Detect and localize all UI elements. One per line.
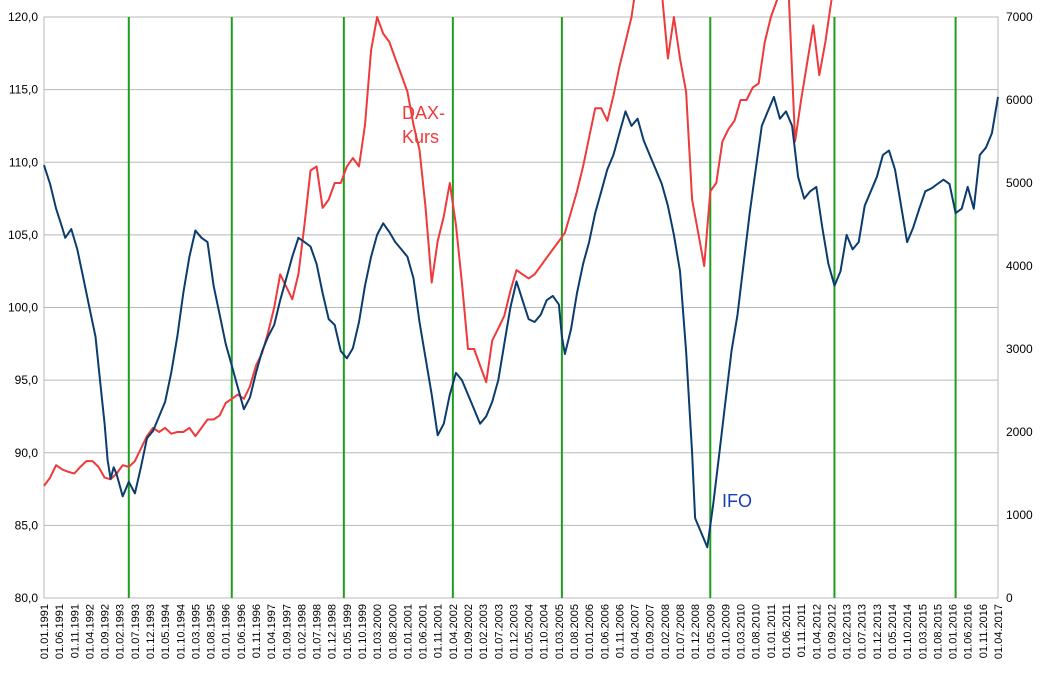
right-y-tick-label: 3000	[1006, 342, 1033, 356]
x-tick-label: 01.04.2002	[448, 604, 460, 659]
x-tick-label: 01.04.2017	[993, 604, 1005, 659]
ifo-series-line	[43, 95, 999, 549]
x-tick-label: 01.05.2014	[887, 604, 899, 659]
x-tick-label: 01.08.2005	[569, 604, 581, 659]
x-tick-label: 01.10.1999	[357, 604, 369, 659]
x-tick-label: 01.06.2011	[781, 604, 793, 658]
x-tick-label: 01.08.2015	[932, 604, 944, 659]
right-y-tick-label: 0	[1006, 591, 1013, 605]
x-tick-label: 01.06.2006	[599, 604, 611, 659]
ifo-label: IFO	[722, 491, 752, 511]
dax-series-line	[43, 0, 833, 487]
x-tick-label: 01.11.2001	[433, 604, 445, 658]
x-tick-label: 01.05.1994	[160, 604, 172, 659]
left-y-axis: 80,0 85,0 90,0 95,0 100,0 105,0 110,0 115,0 120,…	[8, 10, 38, 605]
left-y-tick-label: 100,0	[8, 301, 38, 315]
x-tick-label: 01.08.1995	[206, 604, 218, 659]
left-y-tick-label: 90,0	[15, 446, 39, 460]
x-tick-label: 01.03.1995	[190, 604, 202, 659]
right-y-tick-label: 5000	[1006, 176, 1033, 190]
x-tick-label: 01.11.1996	[251, 604, 263, 658]
x-tick-label: 01.09.2007	[645, 604, 657, 659]
x-tick-label: 01.06.1991	[54, 604, 66, 659]
x-tick-label: 01.10.2004	[539, 604, 551, 659]
x-tick-label: 01.07.2008	[675, 604, 687, 659]
x-tick-label: 01.12.2013	[872, 604, 884, 659]
x-tick-label: 01.12.2003	[508, 604, 520, 659]
x-tick-label: 01.01.2001	[402, 604, 414, 659]
x-tick-label: 01.10.2009	[720, 604, 732, 659]
x-tick-label: 01.04.1992	[84, 604, 96, 659]
x-axis: 01.01.1991 01.06.1991 01.11.1991 01.04.1992…	[39, 604, 1005, 659]
x-tick-label: 01.06.1996	[236, 604, 248, 659]
x-tick-label: 01.05.2009	[705, 604, 717, 659]
right-y-tick-label: 6000	[1006, 93, 1033, 107]
x-tick-label: 01.02.2013	[842, 604, 854, 659]
plot-frame	[43, 16, 999, 599]
x-tick-label: 01.02.1993	[115, 604, 127, 659]
right-y-tick-label: 2000	[1006, 425, 1033, 439]
right-y-tick-label: 7000	[1006, 10, 1033, 24]
x-tick-label: 01.11.2011	[796, 604, 808, 657]
x-tick-label: 01.05.1999	[342, 604, 354, 659]
right-y-axis: 0 1000 2000 3000 4000 5000 6000 7000	[1006, 10, 1033, 605]
annotations: DAX- Kurs IFO	[402, 103, 752, 511]
x-tick-label: 01.01.2011	[766, 604, 778, 658]
x-tick-label: 01.08.2010	[751, 604, 763, 659]
x-tick-label: 01.03.2005	[554, 604, 566, 659]
x-tick-label: 01.05.2004	[524, 604, 536, 659]
x-tick-label: 01.02.2003	[478, 604, 490, 659]
x-tick-label: 01.11.1991	[69, 604, 81, 658]
x-tick-label: 01.07.1993	[130, 604, 142, 659]
left-y-tick-label: 105,0	[8, 228, 38, 242]
x-tick-label: 01.02.1998	[296, 604, 308, 659]
x-tick-label: 01.12.1993	[145, 604, 157, 659]
x-tick-label: 01.01.2016	[948, 604, 960, 659]
x-tick-label: 01.02.2008	[660, 604, 672, 659]
gridlines	[43, 16, 999, 599]
x-tick-label: 01.11.2006	[614, 604, 626, 658]
x-tick-label: 01.01.1996	[221, 604, 233, 659]
dax-label-line2: Kurs	[402, 127, 439, 147]
x-tick-label: 01.03.2000	[372, 604, 384, 659]
x-tick-label: 01.04.1997	[266, 604, 278, 659]
x-tick-label: 01.12.2008	[690, 604, 702, 659]
x-tick-label: 01.10.1994	[175, 604, 187, 659]
right-y-tick-label: 1000	[1006, 508, 1033, 522]
x-tick-label: 01.11.2016	[978, 604, 990, 658]
left-y-tick-label: 120,0	[8, 10, 38, 24]
x-tick-label: 01.09.1997	[281, 604, 293, 659]
x-tick-label: 01.04.2007	[630, 604, 642, 659]
x-tick-label: 01.07.2013	[857, 604, 869, 659]
x-tick-label: 01.01.1991	[39, 604, 51, 659]
x-tick-label: 01.09.2012	[826, 604, 838, 659]
recession-markers	[127, 17, 957, 598]
x-tick-label: 01.07.1998	[312, 604, 324, 659]
x-tick-label: 01.03.2015	[917, 604, 929, 659]
x-tick-label: 01.12.1998	[327, 604, 339, 659]
right-y-tick-label: 4000	[1006, 259, 1033, 273]
left-y-tick-label: 95,0	[15, 373, 39, 387]
x-tick-label: 01.03.2010	[736, 604, 748, 659]
dax-label-line1: DAX-	[402, 103, 445, 123]
x-tick-label: 01.01.2006	[584, 604, 596, 659]
series-lines	[43, 0, 999, 549]
x-tick-label: 01.04.2012	[811, 604, 823, 659]
x-tick-label: 01.09.2002	[463, 604, 475, 659]
x-tick-label: 01.09.1992	[100, 604, 112, 659]
x-tick-label: 01.08.2000	[387, 604, 399, 659]
left-y-tick-label: 80,0	[15, 591, 39, 605]
x-tick-label: 01.06.2016	[963, 604, 975, 659]
left-y-tick-label: 85,0	[15, 518, 39, 532]
left-y-tick-label: 110,0	[9, 155, 38, 169]
left-y-tick-label: 115,0	[9, 83, 38, 97]
x-tick-label: 01.06.2001	[418, 604, 430, 659]
x-tick-label: 01.07.2003	[493, 604, 505, 659]
x-tick-label: 01.10.2014	[902, 604, 914, 659]
